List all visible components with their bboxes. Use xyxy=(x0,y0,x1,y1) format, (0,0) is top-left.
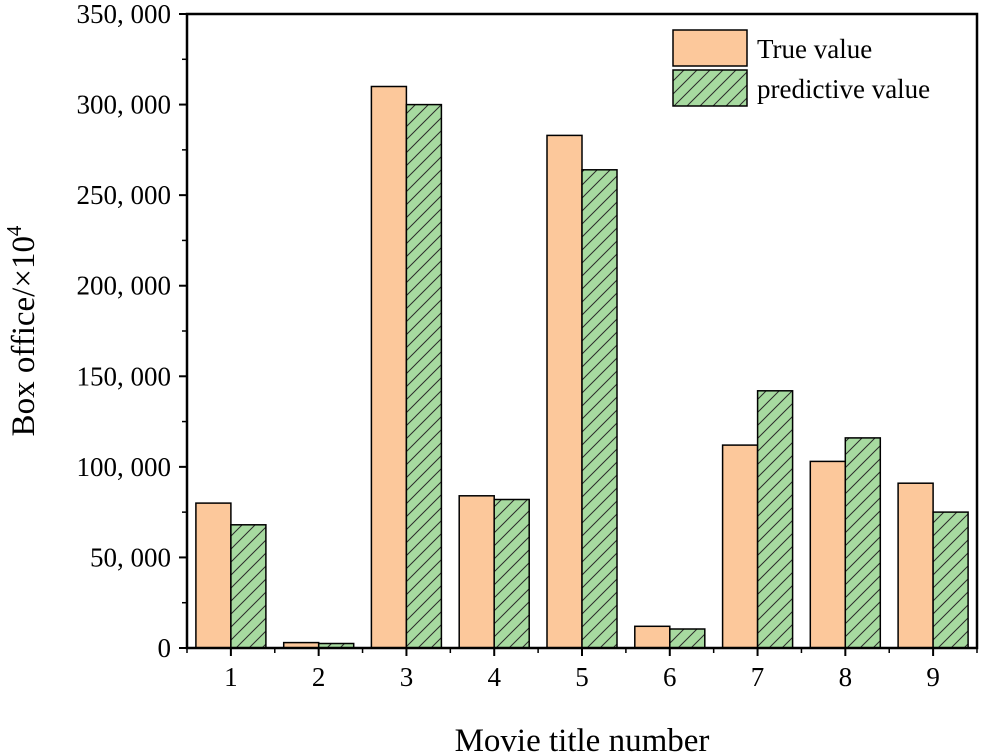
bar-predictive-value-5 xyxy=(581,169,618,649)
x-axis: 1 2 3 4 5 6 7 8 9 xyxy=(186,648,978,692)
x-tick-label: 9 xyxy=(926,662,940,692)
x-tick-label: 8 xyxy=(839,662,853,692)
legend-label-predictive-value: predictive value xyxy=(757,74,930,104)
y-tick-label: 250, 000 xyxy=(77,180,172,210)
x-tick-label: 4 xyxy=(487,662,501,692)
y-tick-label: 150, 000 xyxy=(77,361,172,391)
bar-predictive-value-6 xyxy=(669,628,706,649)
bar-predictive-value-9 xyxy=(932,511,969,649)
y-tick-label: 200, 000 xyxy=(77,271,172,301)
y-tick-label: 0 xyxy=(158,633,172,663)
bar-predictive-value-4 xyxy=(493,498,530,649)
bar-true-value-8 xyxy=(809,460,847,649)
legend: True value predictive value xyxy=(672,29,930,107)
bar-predictive-value-1 xyxy=(230,524,267,649)
bar-true-value-4 xyxy=(458,495,495,649)
y-axis-title-superscript: 4 xyxy=(2,225,26,236)
x-tick-label: 5 xyxy=(575,662,589,692)
y-axis-title-text: Box office/×10 xyxy=(6,236,42,436)
x-tick-label: 1 xyxy=(224,662,238,692)
bar-true-value-3 xyxy=(370,85,408,649)
y-tick-label: 350, 000 xyxy=(77,0,172,29)
bar-predictive-value-8 xyxy=(844,437,882,649)
bar-true-value-6 xyxy=(634,625,671,649)
legend-label-true-value: True value xyxy=(757,34,872,64)
y-tick-label: 50, 000 xyxy=(90,542,171,572)
x-tick-label: 6 xyxy=(663,662,677,692)
bars-group xyxy=(195,85,969,649)
bar-predictive-value-3 xyxy=(405,103,443,649)
y-axis: 0 50, 000 100, 000 150, 000 200, 000 250, 000… xyxy=(77,0,187,663)
legend-swatch-predictive-value xyxy=(672,69,748,107)
bar-true-value-1 xyxy=(195,502,232,649)
x-axis-title: Movie title number xyxy=(455,723,710,754)
bar-true-value-5 xyxy=(546,134,583,649)
bar-predictive-value-7 xyxy=(756,390,794,649)
x-tick-label: 3 xyxy=(400,662,414,692)
y-axis-title: Box office/×104 xyxy=(2,225,42,436)
x-tick-label: 7 xyxy=(751,662,765,692)
y-tick-label: 100, 000 xyxy=(77,452,172,482)
bar-true-value-7 xyxy=(721,444,759,649)
y-tick-label: 300, 000 xyxy=(77,90,172,120)
x-tick-label: 2 xyxy=(312,662,326,692)
legend-swatch-true-value xyxy=(672,29,748,67)
bar-true-value-9 xyxy=(897,482,934,649)
